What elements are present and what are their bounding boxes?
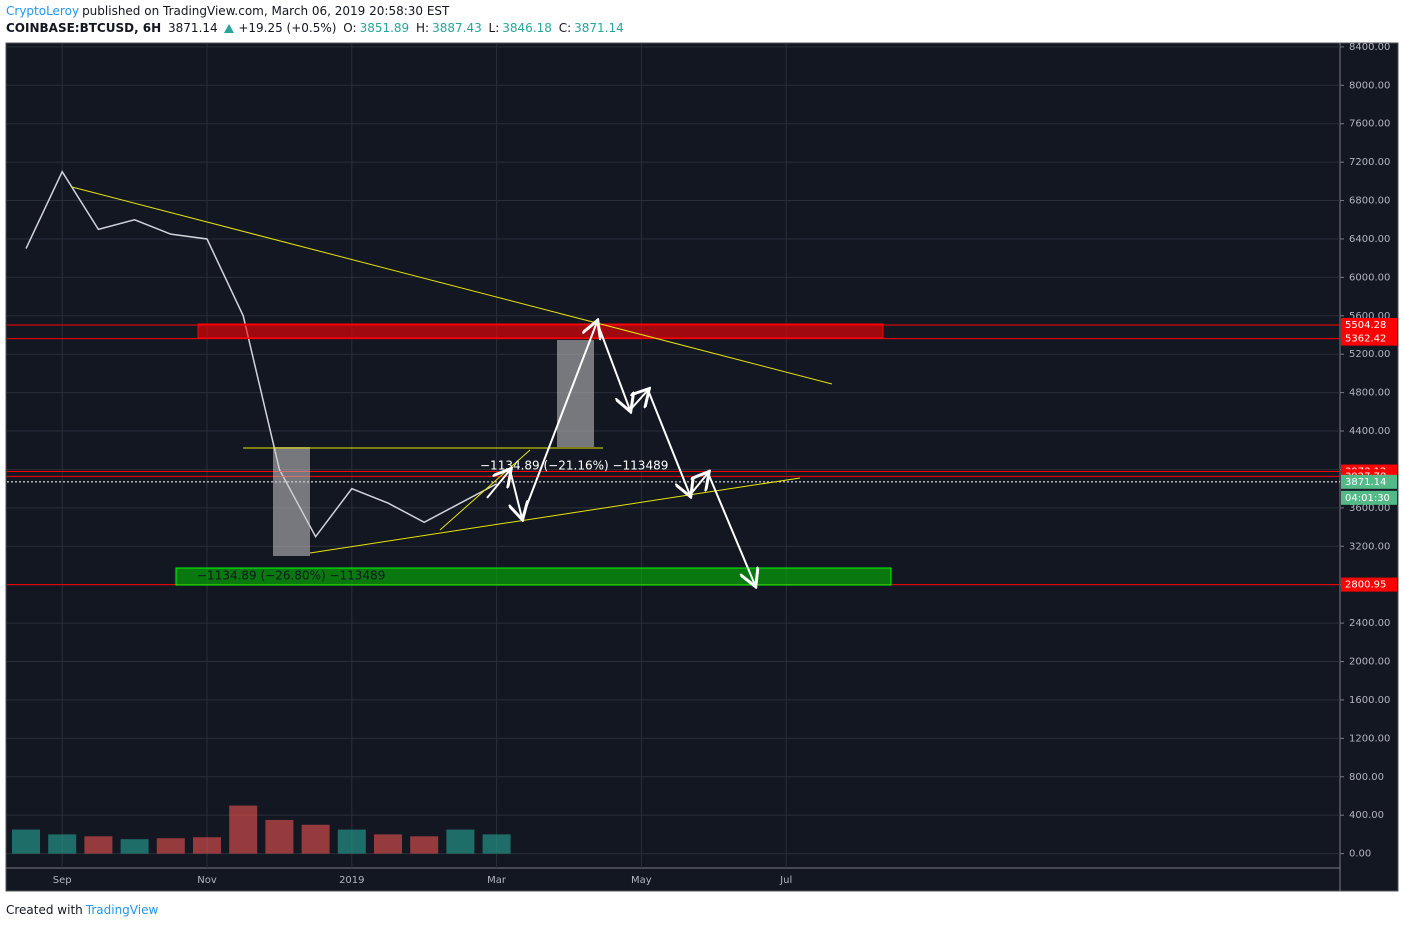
- y-tick-label: 1600.00: [1349, 695, 1390, 706]
- open: 3851.89: [359, 21, 410, 35]
- volume-bar: [374, 834, 402, 854]
- chart: 0.00 400.00 800.00 1200.00 1600.00 2000.00 240…: [5, 42, 1399, 892]
- footer: Created with TradingView: [6, 903, 161, 917]
- annotation: −1134.89 (−21.16%) −113489: [480, 459, 668, 473]
- created-with: Created with: [6, 903, 83, 917]
- header-line-2: COINBASE:BTCUSD, 6H 3871.14 +19.25 (+0.5…: [6, 21, 627, 35]
- y-tick-label: 1200.00: [1349, 733, 1390, 744]
- y-tick-label: 4800.00: [1349, 388, 1390, 399]
- trendline: [439, 449, 531, 531]
- x-tick-label: Nov: [197, 875, 217, 886]
- annotation: −1134.89 (−26.80%) −113489: [197, 569, 385, 583]
- y-tick-label: 8400.00: [1349, 42, 1390, 53]
- price-level-tag: [1341, 474, 1397, 489]
- path-arrow: [596, 321, 630, 410]
- volume-bar: [48, 834, 77, 854]
- trendline: [71, 186, 833, 385]
- volume-bar: [410, 836, 439, 854]
- x-tick-label: 2019: [339, 875, 364, 886]
- volume-bar: [12, 829, 40, 854]
- volume-bar: [301, 824, 330, 854]
- high: 3887.43: [432, 21, 482, 35]
- volume-bar: [337, 829, 366, 854]
- resistance-zone: [197, 323, 884, 339]
- y-tick-label: 5200.00: [1349, 349, 1390, 360]
- y-tick-label: 7200.00: [1349, 157, 1390, 168]
- path-arrow: [521, 322, 597, 519]
- price-level-label: 5504.28: [1345, 320, 1386, 331]
- x-tick-label: May: [631, 875, 652, 886]
- price-level-label: 5362.42: [1345, 334, 1386, 345]
- range-box: [273, 447, 310, 556]
- symbol: COINBASE:BTCUSD, 6H: [6, 21, 162, 35]
- trendline: [309, 477, 801, 554]
- price-line: [25, 170, 497, 539]
- path-arrow: [486, 470, 510, 499]
- y-tick-label: 7600.00: [1349, 119, 1390, 130]
- brand[interactable]: TradingView: [85, 903, 159, 917]
- y-tick-label: 4400.00: [1349, 426, 1390, 437]
- countdown-tag: [1341, 490, 1397, 505]
- path-arrow: [629, 390, 648, 411]
- path-arrow: [647, 389, 690, 495]
- y-tick-label: 2000.00: [1349, 657, 1390, 668]
- h-label: H:: [416, 21, 430, 35]
- path-arrow: [707, 472, 755, 585]
- close: 3871.14: [574, 21, 624, 35]
- low: 3846.18: [502, 21, 552, 35]
- author[interactable]: CryptoLeroy: [6, 4, 80, 18]
- range-box: [557, 340, 594, 447]
- y-tick-label: 8000.00: [1349, 80, 1390, 91]
- y-tick-label: 0.00: [1349, 849, 1371, 860]
- path-arrow: [510, 469, 522, 518]
- volume-bar: [84, 836, 113, 854]
- volume-bar: [120, 839, 149, 854]
- y-tick-label: 3600.00: [1349, 503, 1390, 514]
- y-tick-label: 2400.00: [1349, 618, 1390, 629]
- volume-bar: [265, 819, 294, 854]
- y-tick-label: 6800.00: [1349, 196, 1390, 207]
- price-level-label: 2800.95: [1345, 580, 1386, 591]
- drawings: −1134.89 (−26.80%) −113489 −1134.89 (−21…: [71, 186, 892, 586]
- volume-bar: [229, 805, 258, 854]
- up-arrow: [224, 24, 235, 33]
- l-label: L:: [488, 21, 500, 35]
- y-tick-label: 6000.00: [1349, 272, 1390, 283]
- change: +19.25 (+0.5%): [238, 21, 337, 35]
- y-tick-label: 5600.00: [1349, 311, 1390, 322]
- y-tick-label: 3200.00: [1349, 541, 1390, 552]
- volume-bar: [446, 829, 475, 854]
- y-tick-label: 800.00: [1349, 772, 1384, 783]
- x-tick-label: Jul: [779, 875, 792, 886]
- published: published on TradingView.com, March 06, …: [82, 4, 450, 18]
- price-level-tag: [1341, 317, 1397, 332]
- volume-bar: [193, 837, 221, 854]
- path-arrow: [689, 473, 708, 496]
- x-tick-label: Mar: [487, 875, 507, 886]
- chart-background: [5, 42, 1399, 892]
- y-tick-label: 6400.00: [1349, 234, 1390, 245]
- last: 3871.14: [168, 21, 218, 35]
- x-tick-label: Sep: [53, 875, 72, 886]
- y-tick-label: 400.00: [1349, 810, 1384, 821]
- volume-bar: [482, 834, 511, 854]
- price-level-label: 3871.14: [1345, 477, 1386, 488]
- o-label: O:: [343, 21, 357, 35]
- header-line-1: CryptoLeroy published on TradingView.com,…: [6, 4, 452, 18]
- price-level-tag: [1341, 577, 1397, 592]
- support-zone: [175, 567, 892, 586]
- countdown: 04:01:30: [1345, 493, 1390, 504]
- volume-bar: [156, 838, 185, 854]
- c-label: C:: [558, 21, 572, 35]
- price-level-tag: [1341, 331, 1397, 346]
